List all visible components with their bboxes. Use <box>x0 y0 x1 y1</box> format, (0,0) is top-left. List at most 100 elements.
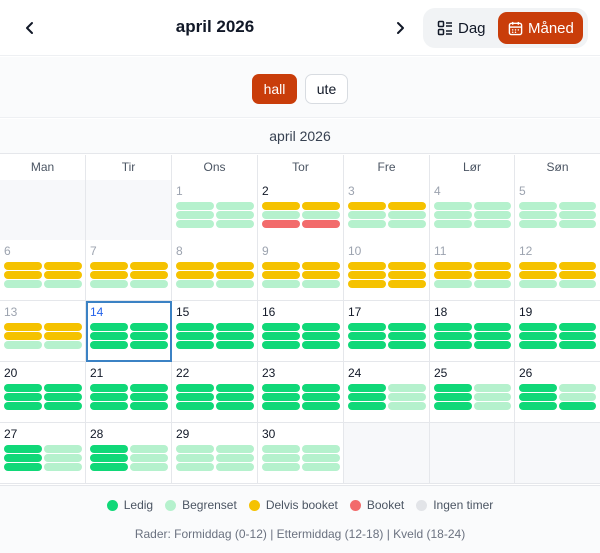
slot-indicator-delvis <box>4 262 42 270</box>
slot-indicator-ledig <box>90 332 128 340</box>
slot-indicator-begrenset <box>558 280 596 288</box>
day-cell[interactable]: 22 <box>172 362 258 423</box>
slot-indicator-delvis <box>388 271 426 279</box>
weekday-label: Søn <box>546 160 569 174</box>
day-cell[interactable]: 6 <box>0 240 86 301</box>
slot-indicator-begrenset <box>262 280 300 288</box>
slot-indicator-begrenset <box>216 202 254 210</box>
calendar-icon <box>508 21 523 35</box>
day-cell[interactable]: 7 <box>86 240 172 301</box>
slot-indicator-ledig <box>4 454 42 462</box>
prev-month-button[interactable] <box>14 12 46 44</box>
slot-indicator-delvis <box>388 280 426 288</box>
day-cell[interactable]: 26 <box>515 362 600 423</box>
day-number: 27 <box>4 427 18 441</box>
day-number: 21 <box>90 366 104 380</box>
legend-item-ledig: Ledig <box>106 498 153 512</box>
day-cell[interactable]: 24 <box>344 362 430 423</box>
day-cell-today[interactable]: 14 <box>86 301 172 362</box>
day-cell[interactable]: 20 <box>0 362 86 423</box>
slot-indicator-ledig <box>176 323 214 331</box>
slot-indicator-delvis <box>519 262 557 270</box>
slot-indicator-begrenset <box>130 463 168 471</box>
slot-indicator-ledig <box>434 341 472 349</box>
slot-indicator-delvis <box>388 202 426 210</box>
day-cell[interactable]: 8 <box>172 240 258 301</box>
slot-indicator-begrenset <box>44 463 82 471</box>
weekday-label: Tir <box>86 155 172 180</box>
day-cell[interactable]: 16 <box>258 301 344 362</box>
slot-indicator-ledig <box>90 463 128 471</box>
slot-indicator-delvis <box>4 332 42 340</box>
day-number: 8 <box>176 244 183 258</box>
calendar-header: april 2026 Dag Måned <box>0 0 600 56</box>
slot-indicator-begrenset <box>434 220 472 228</box>
slot-indicator-begrenset <box>473 211 511 219</box>
slot-indicator-delvis <box>434 271 472 279</box>
day-cell[interactable]: 21 <box>86 362 172 423</box>
day-cell[interactable]: 25 <box>430 362 515 423</box>
slot-indicator-begrenset <box>434 202 472 210</box>
day-cell[interactable]: 18 <box>430 301 515 362</box>
slot-indicator-ledig <box>262 402 300 410</box>
slot-indicator-begrenset <box>216 463 254 471</box>
day-cell[interactable]: 4 <box>430 180 515 241</box>
day-cell[interactable]: 17 <box>344 301 430 362</box>
slot-indicator-ledig <box>90 454 128 462</box>
weekday-header: Man Tir Ons Tor Fre Lør Søn <box>0 155 600 180</box>
day-number: 7 <box>90 244 97 258</box>
venue-filter-bar: hall ute <box>0 57 600 118</box>
day-cell[interactable]: 11 <box>430 240 515 301</box>
slot-indicator-delvis <box>348 262 386 270</box>
day-cell[interactable]: 5 <box>515 180 600 241</box>
slot-indicator-begrenset <box>216 454 254 462</box>
slot-indicator-ledig <box>90 323 128 331</box>
month-view-button[interactable]: Måned <box>498 12 583 44</box>
day-cell[interactable]: 27 <box>0 423 86 484</box>
slot-indicator-delvis <box>302 202 340 210</box>
day-cell[interactable]: 2 <box>258 180 344 241</box>
day-cell[interactable]: 3 <box>344 180 430 241</box>
day-number: 15 <box>176 305 190 319</box>
day-cell[interactable]: 10 <box>344 240 430 301</box>
slot-indicator-ledig <box>519 341 557 349</box>
slot-indicator-begrenset <box>519 280 557 288</box>
next-month-button[interactable] <box>384 12 416 44</box>
slot-indicator-delvis <box>130 262 168 270</box>
day-cell[interactable]: 12 <box>515 240 600 301</box>
slot-indicator-delvis <box>90 271 128 279</box>
slot-indicator-begrenset <box>302 211 340 219</box>
slot-indicator-begrenset <box>90 280 128 288</box>
legend-label: Booket <box>366 498 405 512</box>
slot-indicator-ledig <box>473 341 511 349</box>
slot-indicator-ledig <box>519 384 557 392</box>
day-number: 13 <box>4 305 18 319</box>
filter-chip-hall[interactable]: hall <box>252 74 297 104</box>
slot-indicator-begrenset <box>473 280 511 288</box>
slot-indicator-ledig <box>348 393 386 401</box>
slot-indicator-begrenset <box>176 454 214 462</box>
slot-indicator-ledig <box>216 332 254 340</box>
day-cell[interactable]: 13 <box>0 301 86 362</box>
day-cell[interactable]: 29 <box>172 423 258 484</box>
day-cell[interactable]: 9 <box>258 240 344 301</box>
slot-indicator-begrenset <box>302 280 340 288</box>
slot-indicator-begrenset <box>388 393 426 401</box>
legend-item-booket: Booket <box>349 498 405 512</box>
day-cell[interactable]: 15 <box>172 301 258 362</box>
filter-chip-ute[interactable]: ute <box>305 74 348 104</box>
day-cell[interactable]: 30 <box>258 423 344 484</box>
slot-indicator-ledig <box>262 393 300 401</box>
day-number: 26 <box>519 366 533 380</box>
legend-dot-icon <box>165 499 177 511</box>
day-number: 3 <box>348 184 355 198</box>
slot-indicator-delvis <box>176 271 214 279</box>
slot-indicator-begrenset <box>130 445 168 453</box>
day-cell[interactable]: 19 <box>515 301 600 362</box>
day-cell[interactable]: 28 <box>86 423 172 484</box>
legend-dot-icon <box>248 499 260 511</box>
day-cell[interactable]: 1 <box>172 180 258 241</box>
day-cell[interactable]: 23 <box>258 362 344 423</box>
day-number: 2 <box>262 184 269 198</box>
day-view-button[interactable]: Dag <box>431 12 497 44</box>
